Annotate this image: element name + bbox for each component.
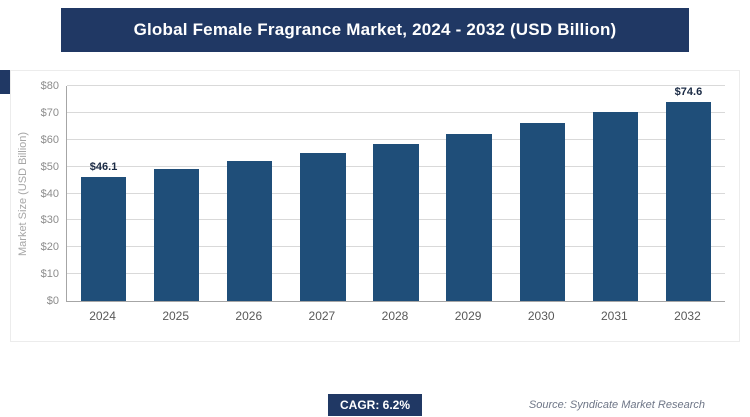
y-axis-tick-label: $10 [40,268,59,281]
bars: $46.1 $74.6 [67,86,725,301]
x-axis-label-2025: 2025 [162,309,190,323]
cagr-badge: CAGR: 6.2% [327,394,423,416]
bar-2024 [80,177,127,301]
x-axis-label-2024: 2024 [89,309,116,323]
x-axis-label-2031: 2031 [600,309,628,323]
plot-area: $46.1 $74.6 [66,85,725,302]
bar-slot [359,86,432,301]
y-axis-tick-label: $80 [40,80,59,92]
y-axis-tick-label: $20 [40,241,59,254]
x-axis-label-2027: 2027 [308,309,336,323]
left-accent-bar [0,70,10,94]
y-axis-ticks: $0 $10 $20 $30 $40 $50 $60 $70 $80 [11,80,59,307]
bar-slot: $46.1 [67,86,140,301]
x-axis-label-2029: 2029 [454,309,482,323]
chart-card: Market Size (USD Billion) $0 $10 $20 $30 $40… [10,70,740,342]
bar-2032 [665,102,712,301]
bar-2027 [300,152,346,301]
bar-slot [579,86,652,301]
bar-2028 [373,143,419,301]
bar-slot [506,86,579,301]
bar-2026 [227,161,273,301]
y-axis-tick-label: $40 [40,187,59,200]
bar-slot [433,86,506,301]
x-axis-label-2032: 2032 [674,309,701,323]
bar-value-label: $46.1 [89,161,118,174]
bar-2029 [446,133,492,301]
y-axis-tick-label: $70 [40,106,59,119]
bar-slot [213,86,286,301]
bar-2031 [592,112,638,301]
x-axis-labels: 2024 2025 2026 2027 2028 2029 2030 2031 2032 [66,309,724,323]
x-axis-label-2028: 2028 [381,309,409,323]
bar-value-label: $74.6 [674,86,703,98]
bar-slot: $74.6 [652,86,725,301]
bar-slot [140,86,213,301]
chart-title-banner: Global Female Fragrance Market, 2024 - 2… [61,8,689,52]
bar-slot [286,86,359,301]
y-axis-tick-label: $60 [40,133,59,146]
x-axis-label-2026: 2026 [235,309,263,323]
y-axis-tick-label: $0 [46,295,59,307]
y-axis-tick-label: $30 [40,214,59,227]
y-axis-tick-label: $50 [40,160,59,173]
bar-2030 [519,123,565,301]
source-note: Source: Syndicate Market Research [528,399,705,411]
bar-2025 [154,169,200,301]
x-axis-label-2030: 2030 [527,309,555,323]
